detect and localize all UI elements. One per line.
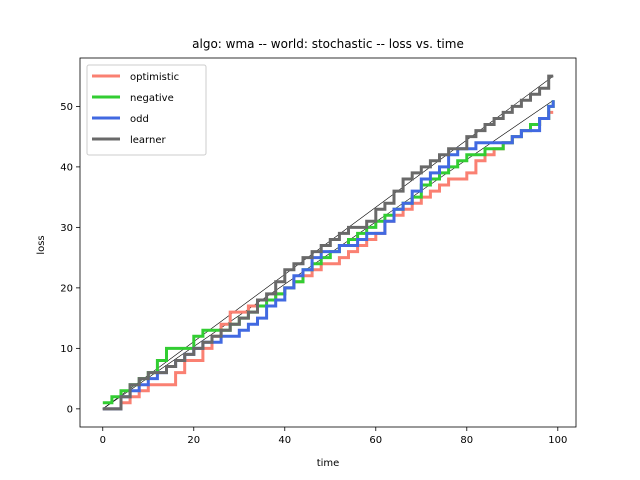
legend-box (86, 64, 207, 156)
x-tick-label-60: 60 (369, 435, 382, 446)
y-tick-label-30: 30 (60, 223, 73, 234)
x-tick-label-0: 0 (100, 435, 106, 446)
x-tick-label-100: 100 (548, 435, 567, 446)
legend-label-negative: negative (130, 93, 174, 104)
reference-line-1 (102, 100, 554, 410)
x-tick-label-20: 20 (187, 435, 200, 446)
y-axis-label: loss (36, 235, 47, 254)
y-tick-label-20: 20 (60, 283, 73, 294)
chart-title: algo: wma -- world: stochastic -- loss v… (192, 37, 464, 51)
legend-label-learner: learner (130, 135, 166, 146)
y-tick-label-0: 0 (67, 404, 73, 415)
y-tick-label-10: 10 (60, 344, 73, 355)
y-tick-label-50: 50 (60, 102, 73, 113)
plot-lines (102, 74, 555, 411)
legend-label-odd: odd (130, 114, 149, 125)
legend-label-optimistic: optimistic (130, 72, 179, 83)
y-tick-label-40: 40 (60, 162, 73, 173)
x-tick-label-80: 80 (460, 435, 473, 446)
axes-frame (79, 57, 577, 428)
x-axis-label: time (317, 458, 340, 469)
plot-area: 0 20 40 60 80 100 0 10 20 30 40 50 (60, 57, 577, 446)
x-tick-label-40: 40 (278, 435, 291, 446)
legend: optimistic negative odd learner (86, 64, 207, 156)
series-line-learner (102, 74, 554, 411)
